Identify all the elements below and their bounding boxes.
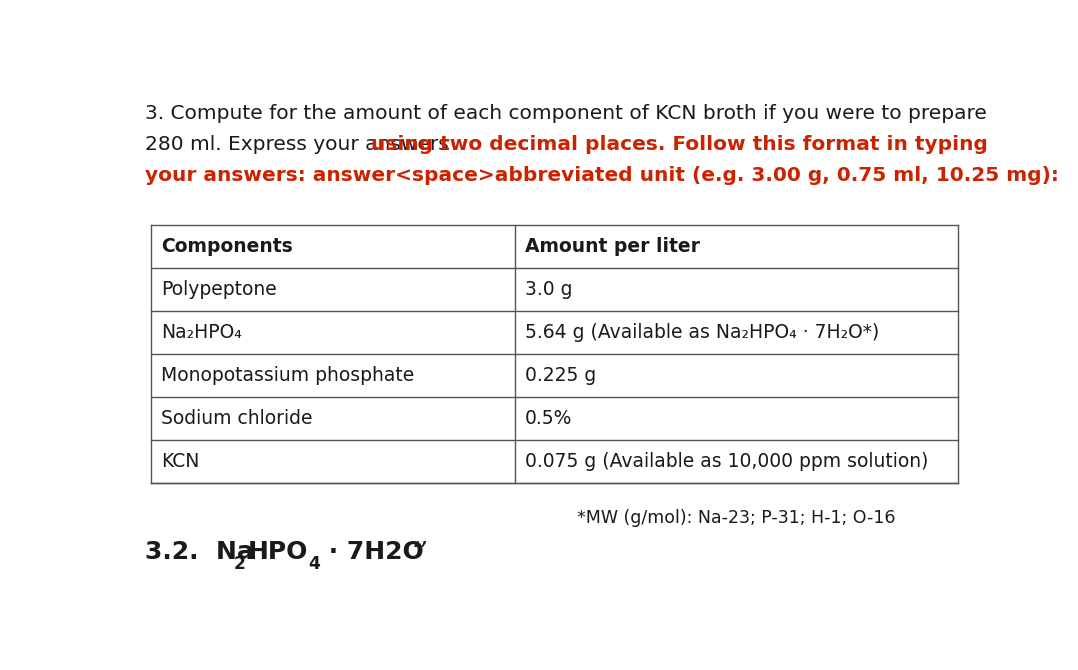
Text: 3. Compute for the amount of each component of KCN broth if you were to prepare: 3. Compute for the amount of each compon… xyxy=(144,104,986,123)
Text: *MW (g/mol): Na-23; P-31; H-1; O-16: *MW (g/mol): Na-23; P-31; H-1; O-16 xyxy=(577,509,896,527)
Text: 3.2.  Na: 3.2. Na xyxy=(144,541,253,564)
Text: Amount per liter: Amount per liter xyxy=(525,237,700,256)
Text: Components: Components xyxy=(162,237,293,256)
Text: · 7H2O: · 7H2O xyxy=(320,541,424,564)
Text: 5.64 g (Available as Na₂HPO₄ · 7H₂O*): 5.64 g (Available as Na₂HPO₄ · 7H₂O*) xyxy=(525,323,880,342)
Text: ‘’: ‘’ xyxy=(411,541,427,564)
Text: 4: 4 xyxy=(308,555,320,573)
Text: Na₂HPO₄: Na₂HPO₄ xyxy=(162,323,243,342)
Text: KCN: KCN xyxy=(162,452,199,471)
Text: 3.0 g: 3.0 g xyxy=(525,280,572,299)
Text: HPO: HPO xyxy=(248,541,308,564)
Text: 2: 2 xyxy=(233,555,245,573)
Text: 0.5%: 0.5% xyxy=(525,409,572,428)
Text: 0.225 g: 0.225 g xyxy=(525,366,596,385)
Text: 280 ml. Express your answers: 280 ml. Express your answers xyxy=(144,135,455,153)
Text: using two decimal places. Follow this format in typing: using two decimal places. Follow this fo… xyxy=(371,135,989,153)
Text: your answers: answer<space>abbreviated unit (e.g. 3.00 g, 0.75 ml, 10.25 mg):: your answers: answer<space>abbreviated u… xyxy=(144,165,1059,184)
Text: Sodium chloride: Sodium chloride xyxy=(162,409,313,428)
Text: Polypeptone: Polypeptone xyxy=(162,280,277,299)
Text: Monopotassium phosphate: Monopotassium phosphate xyxy=(162,366,415,385)
Text: 0.075 g (Available as 10,000 ppm solution): 0.075 g (Available as 10,000 ppm solutio… xyxy=(525,452,928,471)
